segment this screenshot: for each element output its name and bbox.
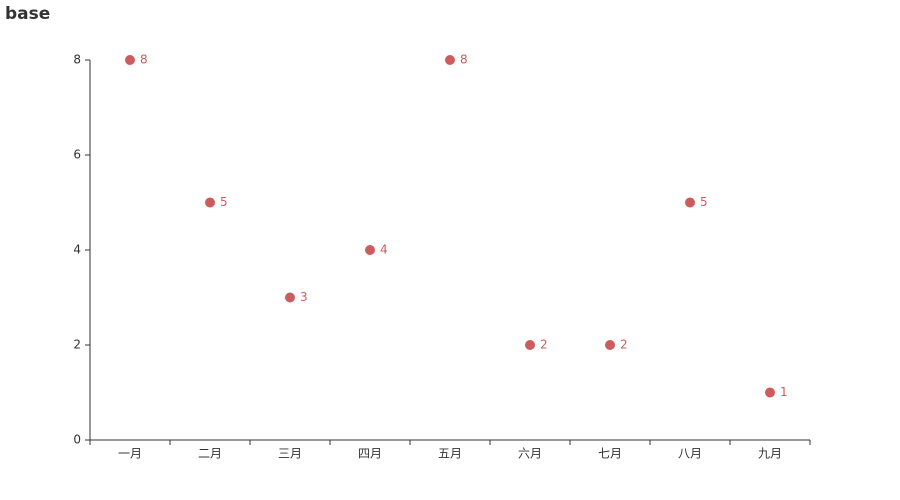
point: [605, 340, 615, 350]
y-tick-label: 8: [73, 53, 81, 67]
point: [365, 245, 375, 255]
point: [685, 197, 695, 208]
point: [125, 55, 135, 65]
x-tick-label: 五月: [438, 447, 462, 461]
x-tick-label: 四月: [358, 447, 382, 461]
data-label: 3: [300, 290, 308, 304]
data-label: 5: [220, 195, 228, 209]
point: [765, 387, 775, 398]
data-label: 8: [460, 53, 468, 67]
y-tick-label: 0: [73, 433, 81, 447]
data-label: 4: [380, 243, 388, 257]
data-label: 8: [140, 53, 148, 67]
y-tick-label: 2: [73, 338, 81, 352]
point: [285, 292, 295, 303]
x-tick-label: 六月: [518, 447, 542, 461]
data-label: 2: [620, 338, 628, 352]
chart-title: base: [5, 4, 50, 24]
data-label: 1: [780, 385, 788, 399]
x-tick-label: 三月: [278, 447, 302, 461]
point: [525, 340, 535, 350]
point: [205, 197, 215, 208]
point: [445, 55, 455, 65]
data-label: 5: [700, 195, 708, 209]
y-tick-label: 4: [73, 243, 81, 257]
data-label: 2: [540, 338, 548, 352]
x-tick-label: 七月: [598, 447, 622, 461]
x-tick-label: 九月: [758, 447, 782, 461]
x-tick-label: 八月: [678, 447, 702, 461]
x-tick-label: 二月: [198, 447, 222, 461]
y-tick-label: 6: [73, 148, 81, 162]
x-tick-label: 一月: [118, 447, 142, 461]
